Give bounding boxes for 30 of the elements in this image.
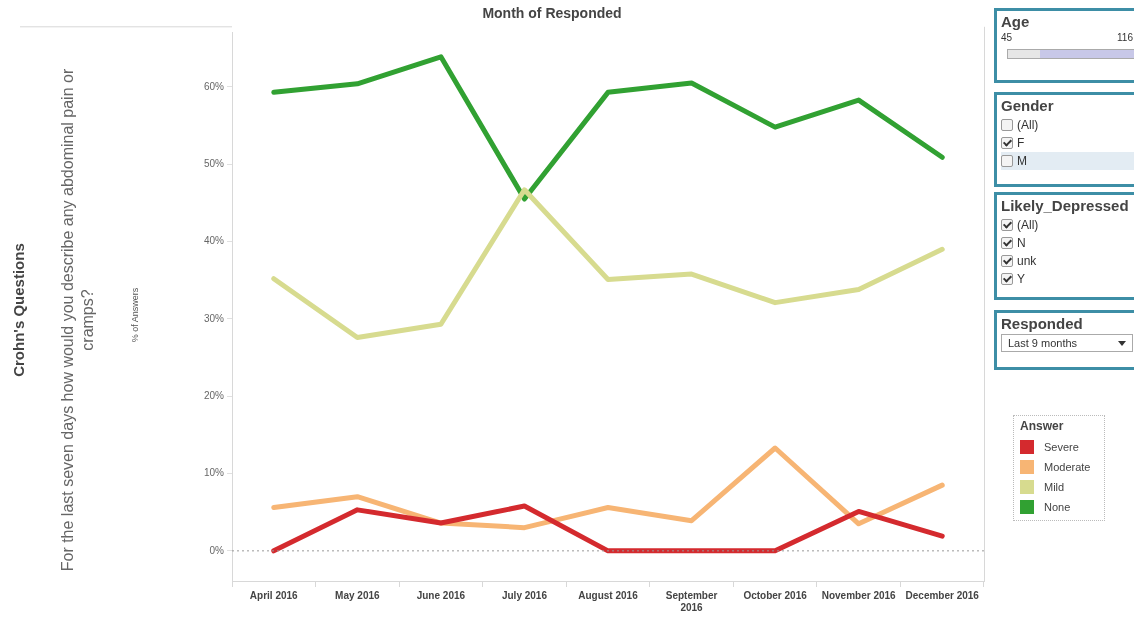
filter-panel[interactable]: Responded Last 9 months xyxy=(994,310,1134,370)
text: Crohn's Questions xyxy=(8,242,28,379)
x-tick-label: July 2016 xyxy=(501,589,548,601)
filter-panel[interactable]: Age 45 116 xyxy=(994,8,1134,83)
legend-title: Answer xyxy=(1020,419,1065,433)
filter-panel[interactable]: Gender (All) F M xyxy=(994,92,1134,187)
text: % of Answers xyxy=(129,286,141,345)
y-tick-label: 30% xyxy=(203,312,225,324)
legend-label: Severe xyxy=(1044,441,1079,453)
x-tick-label: April 2016 xyxy=(249,589,299,601)
y-tick-label: 50% xyxy=(203,157,225,169)
y-tick-label: 10% xyxy=(203,467,225,479)
x-tick-label: August 2016 xyxy=(578,589,639,601)
x-tick-label: September 2016 xyxy=(665,589,718,613)
dropdown[interactable]: Last 9 months xyxy=(1001,334,1133,352)
y-tick-label: 20% xyxy=(203,389,225,401)
legend-label: None xyxy=(1044,501,1071,513)
legend-label: Moderate xyxy=(1044,461,1091,473)
y-tick-label: 40% xyxy=(203,235,225,247)
y-tick-label: 60% xyxy=(203,80,225,92)
chart-title: Month of Responded xyxy=(482,5,622,22)
x-tick-label: November 2016 xyxy=(821,589,897,601)
x-tick-label: June 2016 xyxy=(416,589,466,601)
y-tick-label: 0% xyxy=(209,544,225,556)
legend-label: Mild xyxy=(1044,481,1065,493)
x-tick-label: May 2016 xyxy=(335,589,381,601)
x-tick-label: October 2016 xyxy=(743,589,808,601)
text: For the last seven days how would you describe any abdominal pain or cramps? xyxy=(58,67,97,574)
x-tick-label: December 2016 xyxy=(905,589,980,601)
filter-panel[interactable]: Likely_Depressed (All) N unk Y xyxy=(994,192,1134,300)
